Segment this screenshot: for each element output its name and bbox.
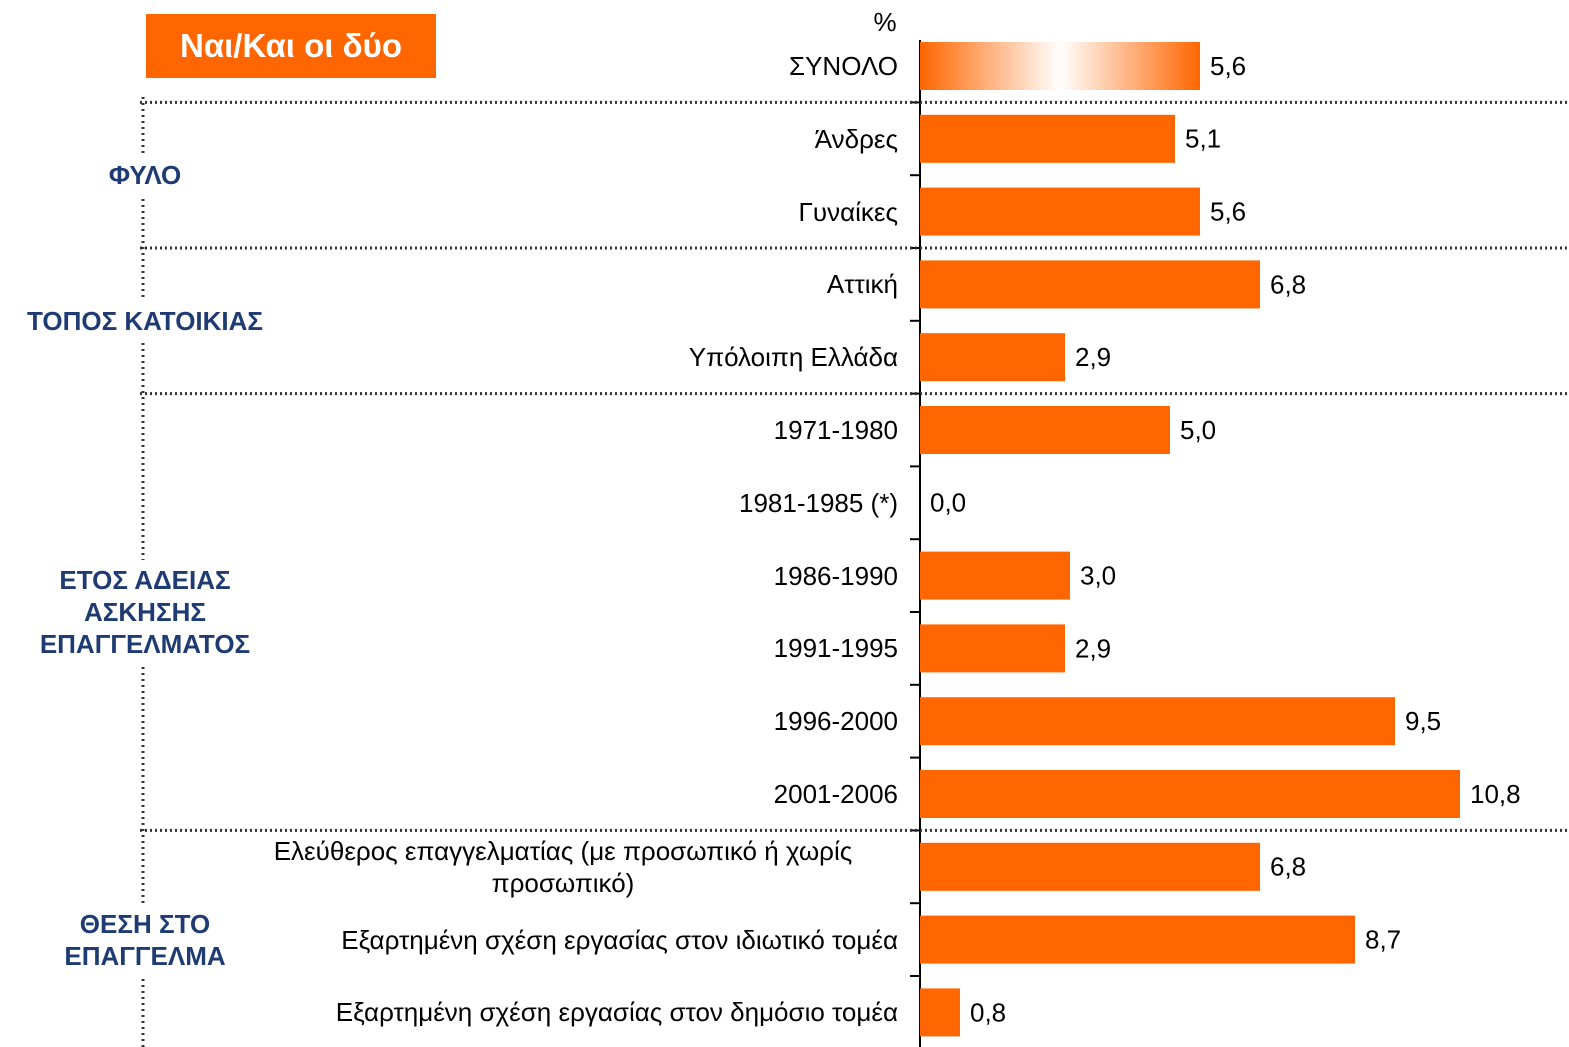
category-label: Γυναίκες xyxy=(228,196,898,228)
unit-label: % xyxy=(873,7,896,37)
bar xyxy=(920,115,1175,163)
chart: % 5,6 5,1 5,6 6,8 2,9 5,0 0,0 3,0 2,9 9,5 10,8 6,8 8… xyxy=(0,0,1569,1047)
bar xyxy=(920,988,960,1036)
category-label: 1971-1980 xyxy=(228,414,898,446)
group-label: ΤΟΠΟΣ ΚΑΤΟΙΚΙΑΣ xyxy=(25,301,265,341)
bar xyxy=(920,188,1200,236)
category-label: ΣΥΝΟΛΟ xyxy=(228,50,898,82)
value-label: 2,9 xyxy=(1075,633,1111,663)
bar xyxy=(920,552,1070,600)
value-label: 5,0 xyxy=(1180,415,1216,445)
bar xyxy=(920,770,1460,818)
value-label: 5,6 xyxy=(1210,51,1246,81)
value-label: 0,8 xyxy=(970,997,1006,1027)
category-label: 1996-2000 xyxy=(228,705,898,737)
group-label: ΦΥΛΟ xyxy=(25,155,265,195)
bar xyxy=(920,697,1395,745)
bar xyxy=(920,843,1260,891)
group-label: ΘΕΣΗ ΣΤΟ ΕΠΑΓΓΕΛΜΑ xyxy=(25,904,265,976)
bar xyxy=(920,624,1065,672)
value-label: 10,8 xyxy=(1470,779,1521,809)
category-label: 2001-2006 xyxy=(228,778,898,810)
value-label: 3,0 xyxy=(1080,560,1116,590)
category-label: Άνδρες xyxy=(228,123,898,155)
category-label: Εξαρτημένη σχέση εργασίας στον δημόσιο τ… xyxy=(228,996,898,1028)
bar xyxy=(920,260,1260,308)
value-label: 5,1 xyxy=(1185,124,1221,154)
category-label: Ελεύθερος επαγγελματίας (με προσωπικό ή … xyxy=(228,835,898,899)
category-label: Εξαρτημένη σχέση εργασίας στον ιδιωτικό … xyxy=(228,924,898,956)
value-label: 8,7 xyxy=(1365,924,1401,954)
value-label: 9,5 xyxy=(1405,706,1441,736)
category-label: 1991-1995 xyxy=(228,632,898,664)
bar xyxy=(920,333,1065,381)
group-label: ΕΤΟΣ ΑΔΕΙΑΣ ΑΣΚΗΣΗΣ ΕΠΑΓΓΕΛΜΑΤΟΣ xyxy=(25,560,265,664)
category-label: Αττική xyxy=(228,268,898,300)
value-label: 0,0 xyxy=(930,488,966,518)
value-label: 5,6 xyxy=(1210,196,1246,226)
category-label: 1986-1990 xyxy=(228,560,898,592)
bar xyxy=(920,406,1170,454)
category-label: Υπόλοιπη Ελλάδα xyxy=(228,341,898,373)
bar xyxy=(920,42,1200,90)
value-label: 2,9 xyxy=(1075,342,1111,372)
value-label: 6,8 xyxy=(1270,269,1306,299)
value-label: 6,8 xyxy=(1270,852,1306,882)
bar xyxy=(920,916,1355,964)
category-label: 1981-1985 (*) xyxy=(228,487,898,519)
